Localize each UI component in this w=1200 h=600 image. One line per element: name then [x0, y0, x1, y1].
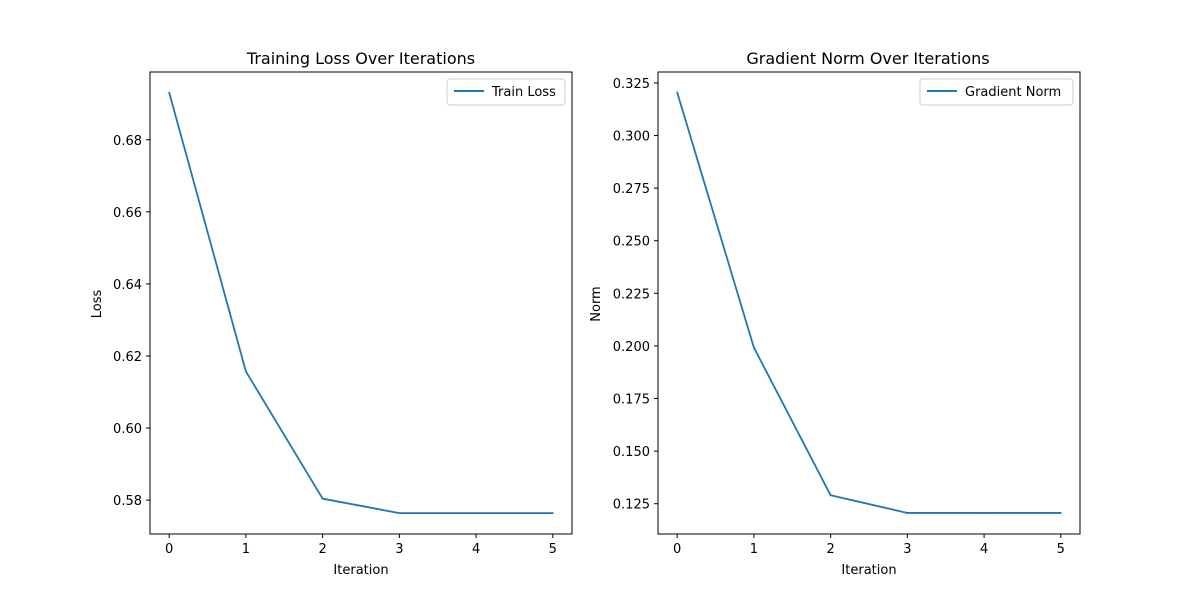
- loss-data-point: [245, 370, 247, 373]
- loss-y-tick-label: 0.68: [113, 134, 142, 149]
- loss-data-point: [475, 512, 477, 514]
- loss-x-tick-label: 2: [318, 542, 326, 557]
- loss-legend-label: Train Loss: [491, 85, 556, 100]
- norm-data-point: [829, 494, 832, 497]
- loss-x-tick-label: 5: [549, 542, 557, 557]
- norm-data-point: [1059, 512, 1062, 514]
- loss-x-tick-label: 3: [395, 542, 403, 557]
- norm-chart-panel: Gradient Norm Over Iterations 0 1 2 3 4 5 0.1…: [589, 49, 1081, 578]
- norm-plot-area: [657, 71, 1081, 535]
- loss-x-tick-label: 1: [242, 542, 250, 557]
- loss-data-point: [321, 497, 324, 500]
- norm-y-tick-label: 0.150: [613, 445, 650, 460]
- norm-legend-label: Gradient Norm: [965, 85, 1061, 100]
- loss-data-point: [398, 512, 401, 514]
- norm-legend-box: [919, 78, 1074, 106]
- loss-y-tick-label: 0.60: [113, 422, 142, 437]
- loss-y-tick-label: 0.64: [113, 278, 142, 293]
- norm-data-point: [753, 346, 755, 349]
- norm-y-tick-label: 0.275: [613, 182, 650, 197]
- norm-x-tick-label: 3: [903, 542, 911, 557]
- norm-x-tick-label: 5: [1057, 542, 1065, 557]
- norm-x-tick-label: 2: [826, 542, 834, 557]
- norm-x-tick-label: 0: [673, 542, 681, 557]
- norm-legend: Gradient Norm: [919, 78, 1074, 106]
- norm-x-tick-label: 4: [980, 542, 988, 557]
- norm-y-axis: 0.125 0.150 0.175 0.200 0.225 0.250 0.275 0.300…: [613, 77, 658, 513]
- norm-y-tick-label: 0.200: [613, 340, 650, 355]
- norm-data-point: [906, 512, 909, 514]
- norm-y-tick-label: 0.125: [613, 498, 650, 513]
- loss-x-tick-label: 0: [165, 542, 173, 557]
- norm-x-tick-label: 1: [750, 542, 758, 557]
- norm-data-point: [983, 512, 985, 514]
- loss-series: [168, 91, 554, 514]
- norm-y-tick-label: 0.250: [613, 235, 650, 250]
- loss-plot-area: [149, 71, 573, 535]
- loss-chart-panel: Training Loss Over Iterations 0 1 2 3 4 5 0.5…: [90, 49, 573, 578]
- norm-y-tick-label: 0.225: [613, 287, 650, 302]
- norm-y-axis-label: Norm: [589, 286, 604, 321]
- loss-y-tick-label: 0.58: [113, 494, 142, 509]
- norm-series: [676, 91, 1062, 514]
- norm-y-tick-label: 0.325: [613, 77, 650, 92]
- loss-legend: Train Loss: [446, 78, 566, 106]
- loss-legend-box: [446, 78, 566, 106]
- loss-y-axis-label: Loss: [90, 290, 105, 319]
- loss-y-tick-label: 0.62: [113, 350, 142, 365]
- loss-data-point: [168, 91, 171, 94]
- norm-chart-title: Gradient Norm Over Iterations: [746, 49, 989, 68]
- loss-x-tick-label: 4: [472, 542, 480, 557]
- norm-x-axis: 0 1 2 3 4 5: [673, 534, 1065, 557]
- norm-y-tick-label: 0.175: [613, 393, 650, 408]
- loss-y-axis: 0.58 0.60 0.62 0.64 0.66 0.68: [113, 134, 150, 509]
- norm-data-point: [676, 91, 679, 94]
- loss-x-axis: 0 1 2 3 4 5: [165, 534, 557, 557]
- loss-series-line: [168, 92, 553, 514]
- loss-y-tick-label: 0.66: [113, 206, 142, 221]
- norm-series-line: [676, 92, 1061, 514]
- norm-y-tick-label: 0.300: [613, 130, 650, 145]
- norm-x-axis-label: Iteration: [841, 563, 896, 578]
- loss-chart-title: Training Loss Over Iterations: [246, 49, 475, 68]
- loss-x-axis-label: Iteration: [333, 563, 388, 578]
- loss-data-point: [551, 512, 554, 514]
